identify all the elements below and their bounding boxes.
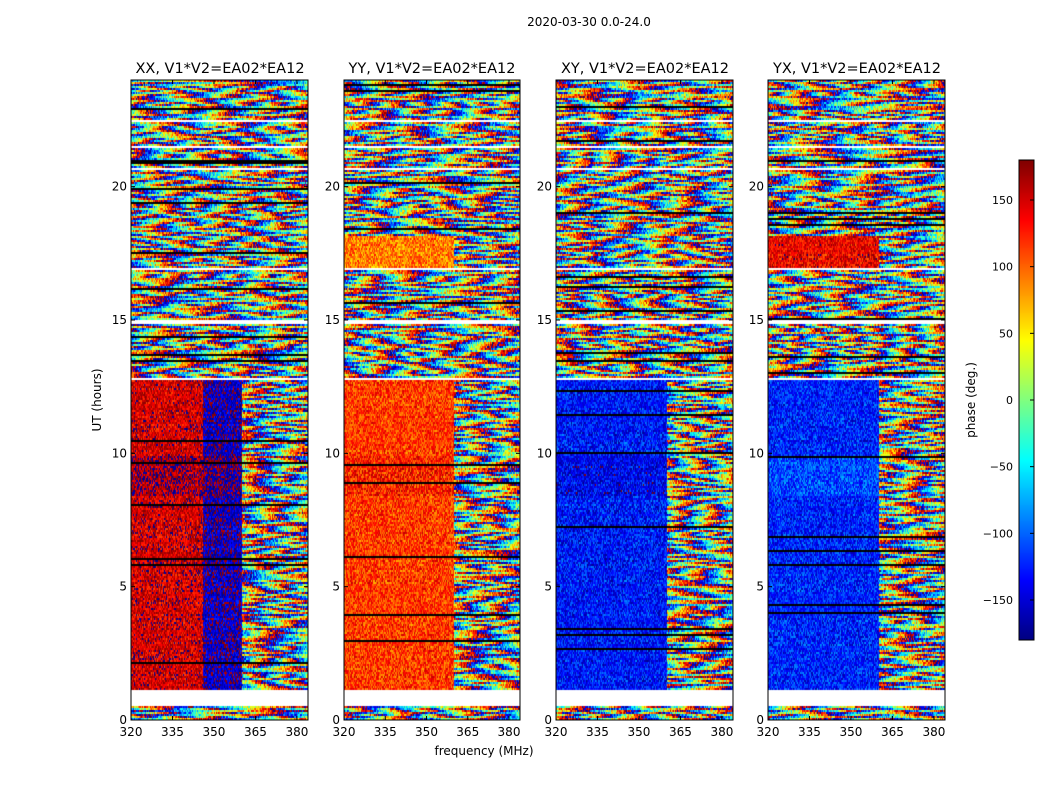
y-tick-label: 20 bbox=[749, 180, 764, 194]
x-tick-label: 320 bbox=[120, 725, 143, 739]
y-tick-label: 20 bbox=[112, 180, 127, 194]
tick-layer: 320 335 350 365 380 0 5 10 15 20 320 335 350 365 380 0 5… bbox=[112, 79, 1035, 739]
x-tick-label: 335 bbox=[798, 725, 821, 739]
panel-frame bbox=[767, 79, 946, 721]
y-tick-label: 15 bbox=[325, 313, 340, 327]
colorbar-gradient bbox=[1019, 160, 1034, 640]
y-tick-label: 20 bbox=[325, 180, 340, 194]
x-tick-label: 365 bbox=[669, 725, 692, 739]
y-tick-label: 15 bbox=[112, 313, 127, 327]
x-tick-label: 335 bbox=[161, 725, 184, 739]
yy-phase-heatmap bbox=[344, 80, 520, 720]
colorbar-label: phase (deg.) bbox=[964, 362, 978, 438]
colorbar-tick-label: 150 bbox=[992, 194, 1013, 207]
y-tick-label: 5 bbox=[756, 580, 764, 594]
x-tick-label: 365 bbox=[456, 725, 479, 739]
x-tick-label: 350 bbox=[628, 725, 651, 739]
panel-title-yx: YX, V1*V2=EA02*EA12 bbox=[772, 61, 941, 77]
figure-title: 2020-03-30 0.0-24.0 bbox=[527, 15, 651, 29]
x-axis-label: frequency (MHz) bbox=[434, 744, 533, 758]
colorbar-tick-label: 0 bbox=[1006, 394, 1013, 407]
y-tick-label: 5 bbox=[332, 580, 340, 594]
y-tick-label: 20 bbox=[537, 180, 552, 194]
x-tick-label: 350 bbox=[840, 725, 863, 739]
panel-frame bbox=[130, 79, 309, 721]
x-tick-label: 350 bbox=[203, 725, 226, 739]
colorbar-tick-label: −50 bbox=[990, 461, 1013, 474]
y-tick-label: 10 bbox=[325, 446, 340, 460]
x-tick-label: 365 bbox=[881, 725, 904, 739]
x-tick-label: 320 bbox=[757, 725, 780, 739]
y-tick-label: 0 bbox=[756, 713, 764, 727]
y-tick-label: 0 bbox=[119, 713, 127, 727]
xy-phase-heatmap bbox=[556, 80, 733, 720]
y-tick-label: 15 bbox=[749, 313, 764, 327]
y-tick-label: 10 bbox=[749, 446, 764, 460]
x-tick-label: 380 bbox=[285, 725, 308, 739]
y-tick-label: 5 bbox=[544, 580, 552, 594]
x-tick-label: 320 bbox=[545, 725, 568, 739]
x-tick-label: 380 bbox=[710, 725, 733, 739]
x-tick-label: 350 bbox=[415, 725, 438, 739]
y-tick-label: 5 bbox=[119, 580, 127, 594]
x-tick-label: 320 bbox=[333, 725, 356, 739]
xx-phase-heatmap bbox=[131, 80, 308, 720]
y-axis-label: UT (hours) bbox=[90, 368, 104, 431]
x-tick-label: 380 bbox=[922, 725, 945, 739]
x-tick-label: 335 bbox=[374, 725, 397, 739]
colorbar-tick-label: −100 bbox=[983, 527, 1013, 540]
colorbar-tick-label: −150 bbox=[983, 594, 1013, 607]
panel-title-xx: XX, V1*V2=EA02*EA12 bbox=[135, 61, 304, 77]
y-tick-label: 0 bbox=[332, 713, 340, 727]
colorbar-tick-label: 50 bbox=[999, 327, 1013, 340]
colorbar-tick-label: 100 bbox=[992, 261, 1013, 274]
panel-title-xy: XY, V1*V2=EA02*EA12 bbox=[561, 61, 729, 77]
y-tick-label: 10 bbox=[537, 446, 552, 460]
y-tick-label: 0 bbox=[544, 713, 552, 727]
y-tick-label: 10 bbox=[112, 446, 127, 460]
yx-phase-heatmap bbox=[768, 80, 945, 720]
panel-frame bbox=[343, 79, 521, 721]
x-tick-label: 365 bbox=[244, 725, 267, 739]
panel-frame bbox=[555, 79, 734, 721]
panel-title-yy: YY, V1*V2=EA02*EA12 bbox=[348, 61, 516, 77]
x-tick-label: 380 bbox=[498, 725, 521, 739]
y-tick-label: 15 bbox=[537, 313, 552, 327]
x-tick-label: 335 bbox=[586, 725, 609, 739]
